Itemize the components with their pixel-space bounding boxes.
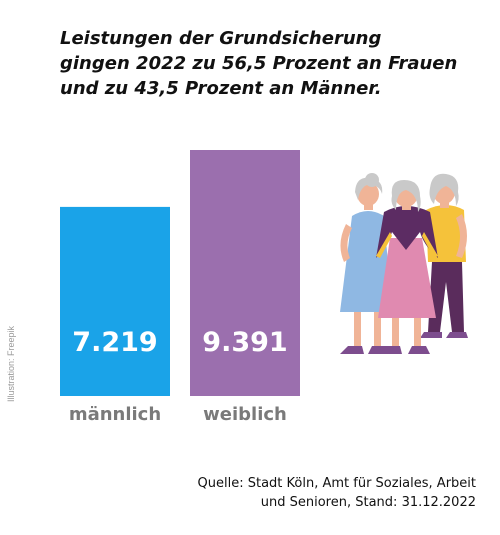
woman-middle <box>376 180 438 354</box>
source-line-1: Quelle: Stadt Köln, Amt für Soziales, Ar… <box>197 476 476 491</box>
source-line-2: und Senioren, Stand: 31.12.2022 <box>260 495 476 510</box>
category-label-weiblich: weiblich <box>203 404 287 425</box>
woman-left <box>340 173 392 354</box>
chart-title-line-2: gingen 2022 zu 56,5 Prozent an Frauen <box>60 53 458 74</box>
bar-weiblich <box>190 150 300 396</box>
bar-männlich <box>60 206 170 396</box>
woman-right <box>420 173 468 338</box>
chart-title-line-3: und zu 43,5 Prozent an Männer. <box>60 78 382 99</box>
group-of-elderly-women-illustration <box>340 173 468 354</box>
value-label-weiblich: 9.391 <box>202 327 287 358</box>
chart-title-line-1: Leistungen der Grundsicherung <box>60 28 382 49</box>
chart-title: Leistungen der Grundsicherung gingen 202… <box>60 26 480 101</box>
source-note: Quelle: Stadt Köln, Amt für Soziales, Ar… <box>198 474 476 512</box>
category-label-männlich: männlich <box>69 404 161 425</box>
bar-group: 7.219 männlich 9.391 weiblich <box>60 150 300 425</box>
value-label-männlich: 7.219 <box>72 327 157 358</box>
